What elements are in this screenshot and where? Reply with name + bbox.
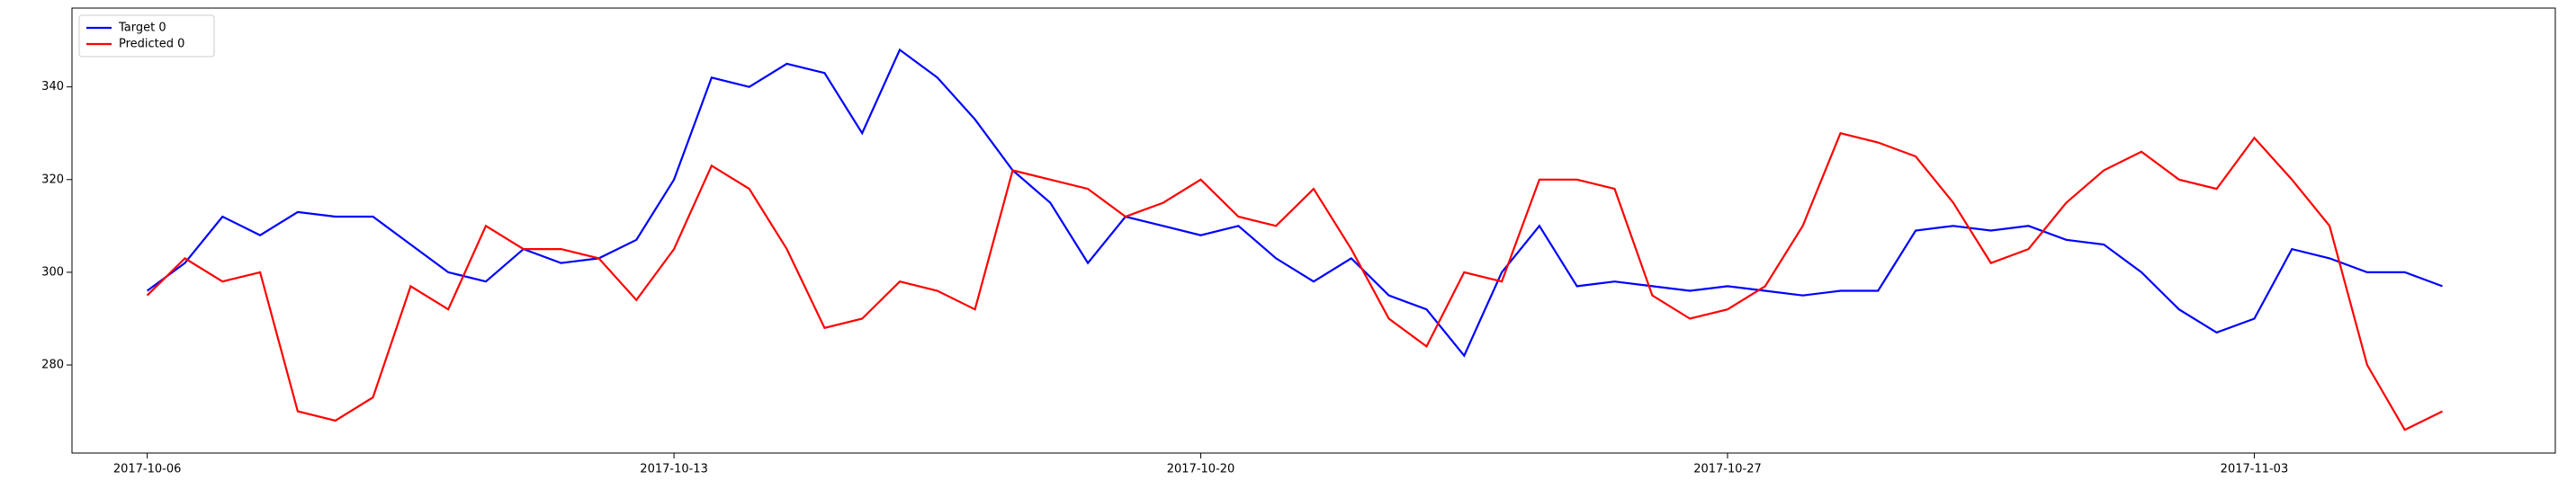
x-tick-label: 2017-10-06	[113, 463, 182, 476]
series-line	[146, 48, 2443, 358]
x-tick-label: 2017-10-13	[640, 463, 708, 476]
y-tick-label: 340	[41, 80, 64, 93]
x-tick-label: 2017-10-20	[1167, 463, 1235, 476]
legend-label: Target 0	[118, 22, 166, 35]
y-tick-label: 320	[41, 173, 64, 186]
y-tick-label: 300	[41, 265, 64, 279]
plot-frame	[71, 7, 2556, 454]
legend-label: Predicted 0	[119, 38, 184, 51]
legend-box	[78, 14, 215, 58]
y-tick-label: 280	[41, 359, 64, 372]
x-tick-label: 2017-10-27	[1693, 463, 1762, 476]
series-line	[146, 131, 2443, 431]
x-tick-label: 2017-11-03	[2221, 463, 2289, 476]
